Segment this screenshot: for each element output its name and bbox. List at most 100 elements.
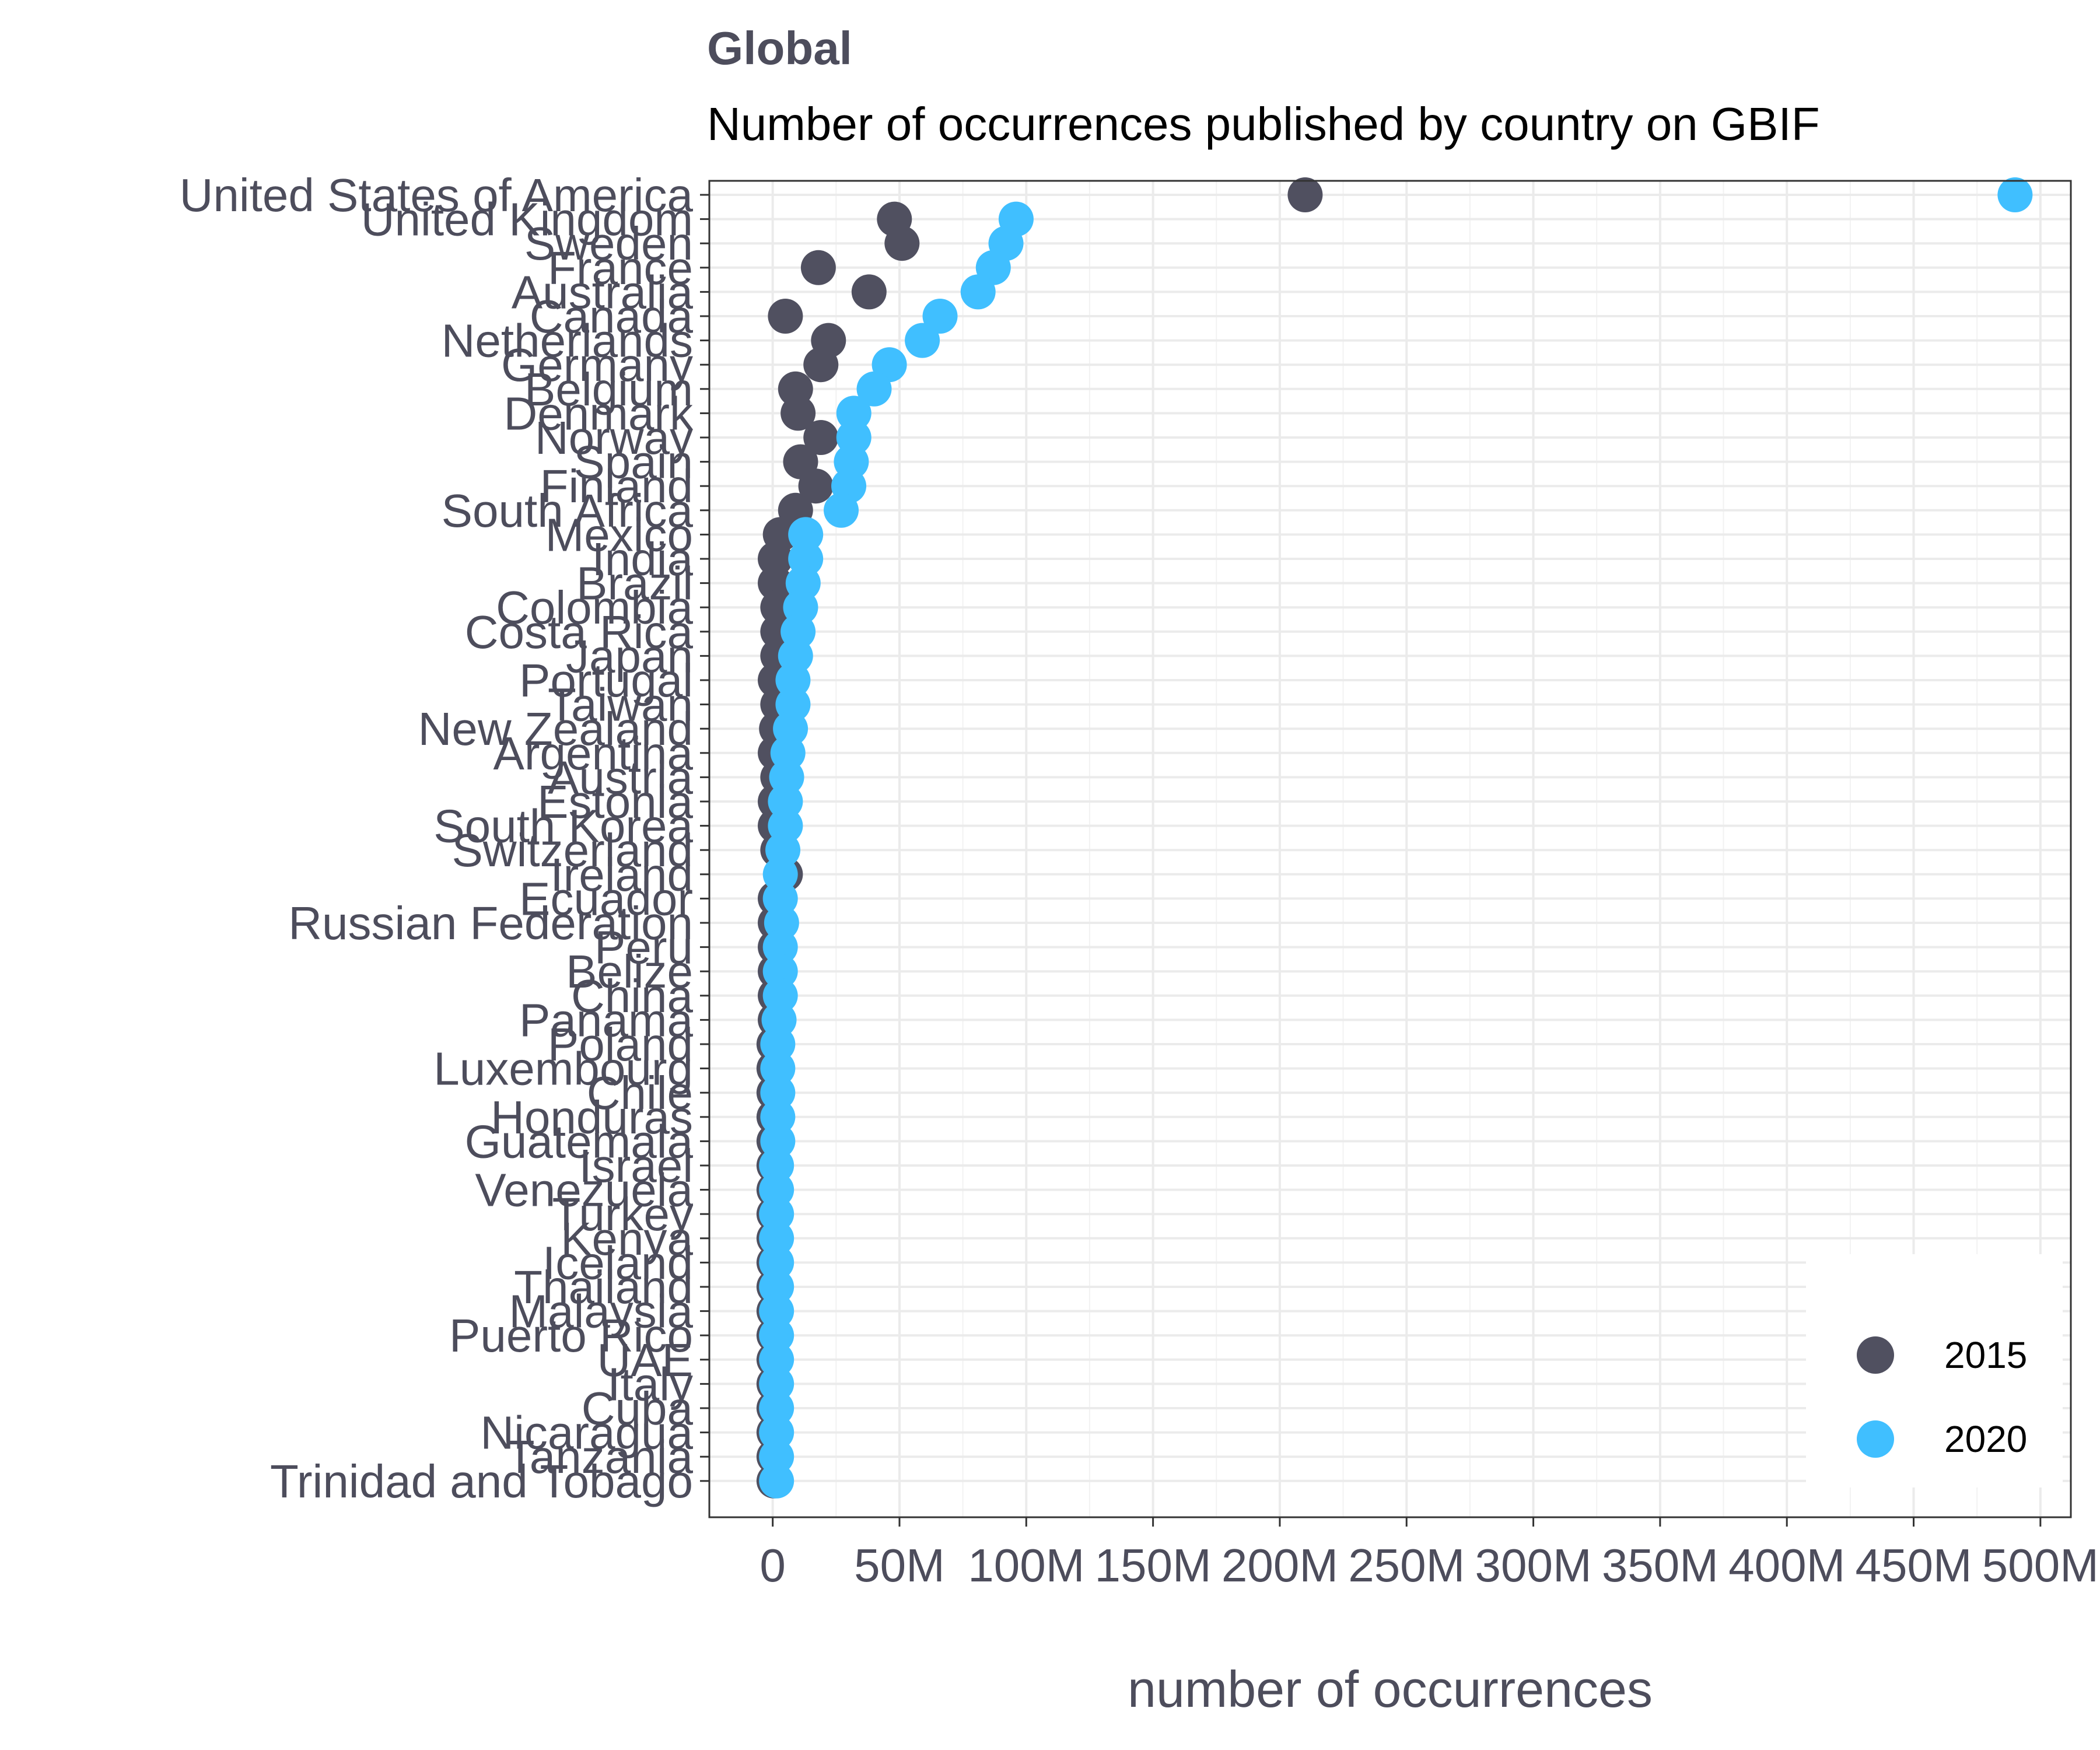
point-2020 xyxy=(960,274,996,310)
point-2020 xyxy=(759,1439,794,1475)
point-2020 xyxy=(775,663,811,698)
y-tick-label: Netherlands xyxy=(442,315,693,367)
y-tick-label: Malaysia xyxy=(509,1286,693,1338)
y-tick-label: Canada xyxy=(530,290,694,342)
y-tick-label: Trinidad and Tobago xyxy=(270,1455,693,1507)
y-tick-label: China xyxy=(571,970,694,1022)
point-2020 xyxy=(768,784,803,819)
y-tick-label: Taiwan xyxy=(548,679,693,731)
y-tick-label: Brazil xyxy=(576,558,693,610)
point-2020 xyxy=(824,492,859,528)
point-2020 xyxy=(760,1051,796,1086)
y-tick-label: Guatemala xyxy=(465,1115,694,1167)
point-2015 xyxy=(780,396,816,431)
point-2020 xyxy=(759,1391,794,1426)
y-tick-label: Thailand xyxy=(514,1261,693,1313)
y-tick-label: Argentina xyxy=(494,727,694,779)
x-axis: 0 50M 100M 150M 200M 250M 300M 350M 400M 450M 500M xyxy=(760,1517,2099,1591)
point-2020 xyxy=(760,1075,796,1111)
point-2015 xyxy=(1287,177,1323,212)
point-2020 xyxy=(759,1245,794,1280)
y-tick-label: United Kingdom xyxy=(361,194,693,246)
x-tick-label: 0 xyxy=(760,1539,786,1591)
x-tick-label: 150M xyxy=(1095,1539,1212,1591)
y-tick-label: Norway xyxy=(535,412,693,464)
point-2020 xyxy=(759,1366,794,1402)
point-2020 xyxy=(759,1196,794,1232)
y-tick-label: United States of America xyxy=(180,169,694,221)
y-tick-label: Belgium xyxy=(524,363,693,415)
y-tick-label: Israel xyxy=(579,1140,693,1192)
point-2015 xyxy=(800,250,836,285)
legend-key-2015 xyxy=(1857,1336,1894,1374)
y-tick-label: India xyxy=(592,533,694,585)
y-tick-label: Costa Rica xyxy=(465,606,694,658)
point-2020 xyxy=(762,929,798,965)
y-tick-label: UAE xyxy=(597,1334,694,1386)
y-tick-label: Chile xyxy=(587,1067,693,1119)
legend-key-2020 xyxy=(1857,1420,1894,1458)
point-2020 xyxy=(922,299,958,334)
y-tick-label: Puerto Rico xyxy=(449,1310,693,1362)
y-tick-label: Belize xyxy=(566,946,693,998)
point-2020 xyxy=(760,1099,796,1135)
y-tick-label: Venezuela xyxy=(475,1164,693,1216)
point-2020 xyxy=(759,1269,794,1304)
y-tick-label: Poland xyxy=(548,1019,693,1070)
legend: 2015 2020 xyxy=(1806,1254,2063,1488)
x-tick-label: 400M xyxy=(1728,1539,1845,1591)
y-tick-label: Cuba xyxy=(582,1382,694,1434)
point-2015 xyxy=(884,226,920,261)
point-2020 xyxy=(759,1293,794,1329)
x-tick-label: 50M xyxy=(854,1539,945,1591)
y-tick-label: New Zealand xyxy=(418,703,693,755)
y-tick-label: Ireland xyxy=(550,849,693,901)
point-2015 xyxy=(803,420,839,455)
x-tick-label: 450M xyxy=(1855,1539,1972,1591)
chart-title: Global xyxy=(707,22,852,74)
y-tick-label: Ecuador xyxy=(519,873,693,925)
point-2020 xyxy=(759,1220,794,1256)
y-tick-label: Sweden xyxy=(524,218,693,270)
legend-label-2020: 2020 xyxy=(1944,1418,2027,1460)
y-tick-label: Estonia xyxy=(537,776,693,828)
legend-label-2015: 2015 xyxy=(1944,1334,2027,1376)
point-2020 xyxy=(759,1342,794,1377)
y-tick-label: Peru xyxy=(594,922,693,974)
y-tick-label: Portugal xyxy=(519,654,693,706)
x-tick-label: 500M xyxy=(1982,1539,2099,1591)
y-tick-label: Tanzania xyxy=(506,1431,694,1483)
point-2015 xyxy=(798,468,834,504)
y-tick-label: Russian Federation xyxy=(288,897,693,949)
y-tick-label: Nicaragua xyxy=(480,1407,693,1459)
x-tick-label: 250M xyxy=(1348,1539,1465,1591)
y-tick-label: Iceland xyxy=(542,1237,693,1289)
point-2015 xyxy=(768,299,803,334)
y-tick-label: Kenya xyxy=(561,1213,693,1265)
x-axis-title: number of occurrences xyxy=(1128,1660,1653,1718)
plot-panel-border xyxy=(708,180,2072,1518)
y-tick-label: Colombia xyxy=(496,582,693,634)
point-2015 xyxy=(803,347,839,383)
point-2015 xyxy=(758,541,793,576)
point-2020 xyxy=(759,1318,794,1353)
y-tick-label: Austria xyxy=(548,751,693,803)
x-tick-label: 300M xyxy=(1475,1539,1592,1591)
point-2020 xyxy=(759,1415,794,1450)
point-2015 xyxy=(851,274,887,310)
y-tick-label: Turkey xyxy=(552,1188,693,1240)
chart-subtitle: Number of occurrences published by count… xyxy=(707,98,1820,150)
y-tick-label: Honduras xyxy=(491,1091,693,1143)
y-tick-label: Germany xyxy=(501,339,693,391)
data-points xyxy=(756,177,2033,1499)
y-tick-label: Denmark xyxy=(503,387,694,439)
y-tick-label: Luxembourg xyxy=(433,1043,693,1095)
point-2020 xyxy=(759,1172,794,1208)
x-tick-label: 100M xyxy=(968,1539,1084,1591)
point-2020 xyxy=(836,396,872,431)
legend-background xyxy=(1806,1254,2063,1488)
point-2020 xyxy=(762,954,798,989)
point-2020 xyxy=(759,1148,794,1183)
